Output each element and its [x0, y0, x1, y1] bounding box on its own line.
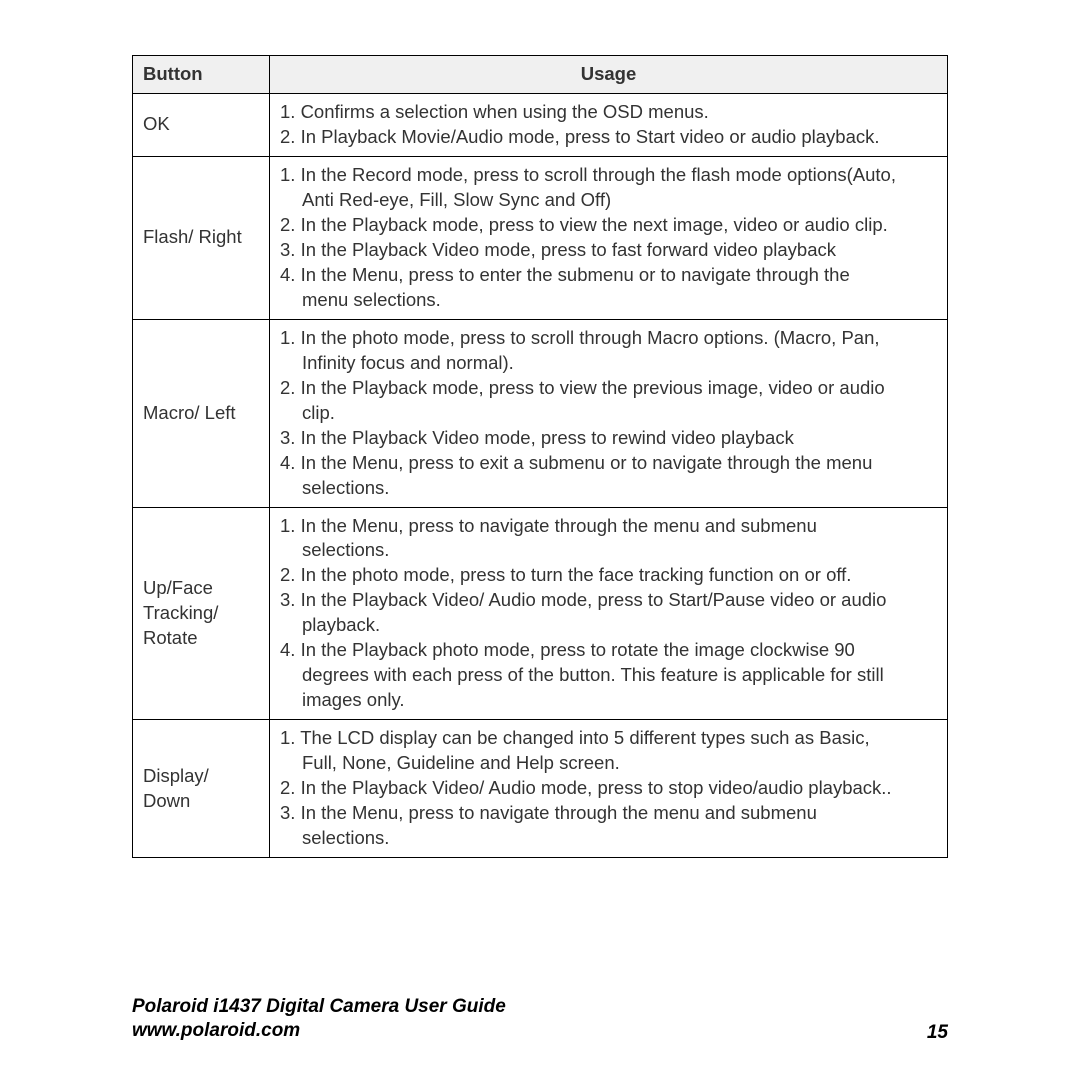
- footer-page-number: 15: [927, 1022, 948, 1044]
- usage-line: 2. In the Playback Video/ Audio mode, pr…: [280, 776, 937, 801]
- usage-line: Full, None, Guideline and Help screen.: [280, 751, 937, 776]
- usage-line: 2. In the photo mode, press to turn the …: [280, 563, 937, 588]
- usage-line: playback.: [280, 613, 937, 638]
- usage-line: 3. In the Playback Video mode, press to …: [280, 238, 937, 263]
- usage-line: Anti Red-eye, Fill, Slow Sync and Off): [280, 188, 937, 213]
- usage-cell: 1. Confirms a selection when using the O…: [270, 93, 948, 156]
- button-cell: Macro/ Left: [133, 319, 270, 507]
- usage-line: 2. In the Playback mode, press to view t…: [280, 376, 937, 401]
- table-row: Flash/ Right 1. In the Record mode, press…: [133, 156, 948, 319]
- usage-cell: 1. In the Menu, press to navigate throug…: [270, 507, 948, 720]
- header-usage: Usage: [270, 56, 948, 94]
- usage-line: 4. In the Menu, press to exit a submenu …: [280, 451, 937, 476]
- table-row: Up/Face Tracking/ Rotate 1. In the Menu, …: [133, 507, 948, 720]
- table-row: Macro/ Left 1. In the photo mode, press t…: [133, 319, 948, 507]
- page-footer: Polaroid i1437 Digital Camera User Guide…: [132, 995, 948, 1044]
- button-cell: Display/ Down: [133, 720, 270, 858]
- usage-line: 4. In the Playback photo mode, press to …: [280, 638, 937, 663]
- footer-title: Polaroid i1437 Digital Camera User Guide: [132, 996, 506, 1017]
- table-header-row: Button Usage: [133, 56, 948, 94]
- usage-line: 2. In the Playback mode, press to view t…: [280, 213, 937, 238]
- button-cell: Flash/ Right: [133, 156, 270, 319]
- usage-line: 3. In the Playback Video/ Audio mode, pr…: [280, 588, 937, 613]
- usage-line: 1. The LCD display can be changed into 5…: [280, 726, 937, 751]
- table-body: OK 1. Confirms a selection when using the…: [133, 93, 948, 857]
- usage-line: 3. In the Playback Video mode, press to …: [280, 426, 937, 451]
- usage-line: 1. In the Record mode, press to scroll t…: [280, 163, 937, 188]
- usage-line: images only.: [280, 688, 937, 713]
- button-cell: OK: [133, 93, 270, 156]
- header-button: Button: [133, 56, 270, 94]
- usage-line: 4. In the Menu, press to enter the subme…: [280, 263, 937, 288]
- usage-line: menu selections.: [280, 288, 937, 313]
- usage-line: degrees with each press of the button. T…: [280, 663, 937, 688]
- usage-line: selections.: [280, 476, 937, 501]
- usage-line: selections.: [280, 826, 937, 851]
- page: Button Usage OK 1. Confirms a selection w…: [0, 0, 1080, 1080]
- usage-cell: 1. The LCD display can be changed into 5…: [270, 720, 948, 858]
- usage-cell: 1. In the photo mode, press to scroll th…: [270, 319, 948, 507]
- table-row: OK 1. Confirms a selection when using the…: [133, 93, 948, 156]
- usage-line: Infinity focus and normal).: [280, 351, 937, 376]
- usage-cell: 1. In the Record mode, press to scroll t…: [270, 156, 948, 319]
- table-row: Display/ Down 1. The LCD display can be c…: [133, 720, 948, 858]
- usage-line: 3. In the Menu, press to navigate throug…: [280, 801, 937, 826]
- footer-left: Polaroid i1437 Digital Camera User Guide…: [132, 995, 506, 1044]
- button-usage-table: Button Usage OK 1. Confirms a selection w…: [132, 55, 948, 858]
- footer-url: www.polaroid.com: [132, 1020, 300, 1041]
- usage-line: selections.: [280, 538, 937, 563]
- button-cell: Up/Face Tracking/ Rotate: [133, 507, 270, 720]
- usage-line: 1. In the Menu, press to navigate throug…: [280, 514, 937, 539]
- usage-line: clip.: [280, 401, 937, 426]
- usage-line: 1. Confirms a selection when using the O…: [280, 100, 937, 125]
- usage-line: 1. In the photo mode, press to scroll th…: [280, 326, 937, 351]
- usage-line: 2. In Playback Movie/Audio mode, press t…: [280, 125, 937, 150]
